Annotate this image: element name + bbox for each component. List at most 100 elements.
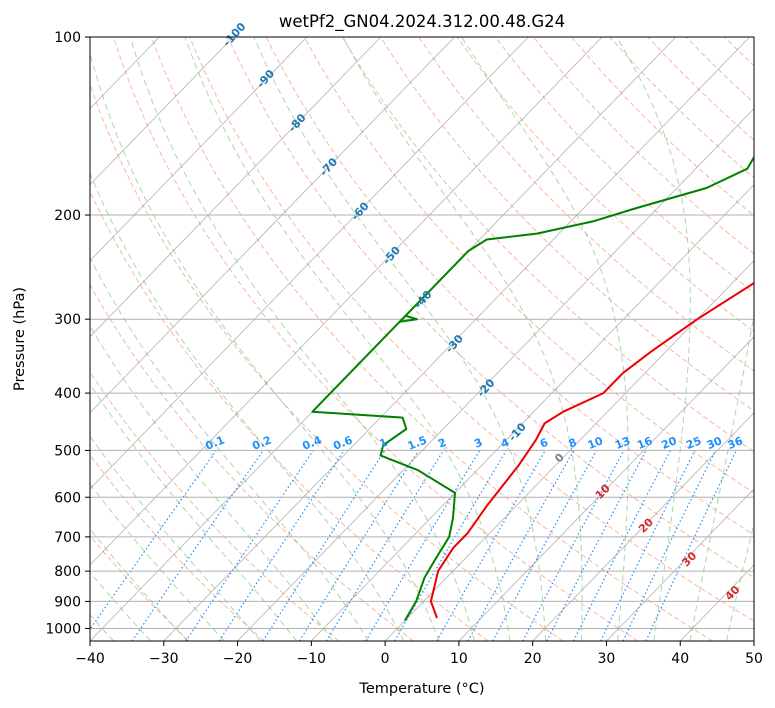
moist-adiabat	[726, 522, 754, 641]
isotherm	[90, 37, 308, 262]
x-tick-label: −10	[297, 651, 327, 667]
x-tick-label: 40	[671, 651, 689, 667]
plot-background	[90, 37, 754, 641]
dry-adiabat	[303, 37, 754, 494]
mixing-ratio-line	[467, 450, 575, 641]
dry-adiabat	[151, 37, 713, 641]
moist-adiabat	[689, 311, 754, 641]
isotherm	[606, 488, 754, 641]
y-tick-label: 600	[54, 490, 81, 506]
mixing-ratio-label: 1	[378, 436, 390, 451]
x-tick-label: −30	[149, 651, 179, 667]
temperature-profile-line	[429, 281, 754, 619]
moist-adiabat	[90, 256, 369, 641]
mixing-ratio-label: 20	[660, 434, 679, 452]
dry-adiabat	[189, 37, 754, 622]
isotherm	[90, 37, 529, 490]
mixing-ratio-label: 30	[705, 434, 724, 452]
mixing-ratio-line	[600, 450, 696, 641]
isotherm	[163, 37, 750, 641]
dry-adiabat	[647, 37, 754, 141]
isotherm	[90, 37, 455, 414]
y-tick-label: 1000	[45, 621, 81, 637]
plot-frame	[89, 36, 755, 642]
mixing-ratio-line	[394, 450, 507, 641]
mixing-ratio-label: 36	[726, 434, 745, 452]
y-tick-label: 500	[54, 443, 81, 459]
y-tick-label: 900	[54, 594, 81, 610]
x-tick-label: 20	[524, 651, 542, 667]
mixing-ratio-line	[365, 450, 481, 641]
isotherm	[532, 412, 754, 641]
dewpoint-profile-line	[311, 155, 754, 622]
dry-adiabat	[90, 454, 265, 641]
y-tick-label: 700	[54, 530, 81, 546]
x-tick-label: −20	[223, 651, 253, 667]
mixing-ratio-line	[622, 450, 717, 641]
mixing-ratio-label: 10	[586, 434, 605, 452]
dry-adiabat	[265, 37, 754, 536]
dry-adiabat	[227, 37, 754, 579]
moist-adiabat	[253, 37, 547, 641]
chart-title: wetPf2_GN04.2024.312.00.48.G24	[279, 12, 565, 32]
mixing-ratio-label: 3	[472, 436, 484, 451]
dry-adiabat	[571, 37, 754, 217]
moist-adiabat	[461, 37, 629, 641]
grid-lines	[0, 37, 775, 641]
x-tick-label: 30	[598, 651, 616, 667]
y-tick-label: 400	[54, 386, 81, 402]
mixing-ratio-label: 25	[684, 434, 703, 452]
dry-adiabat	[456, 37, 754, 333]
dry-adiabat	[90, 535, 190, 641]
isotherm	[90, 37, 603, 566]
x-tick-label: −40	[75, 651, 105, 667]
mixing-ratio-line	[492, 450, 598, 641]
isotherm	[90, 37, 382, 338]
x-tick-label: 0	[381, 651, 390, 667]
mixing-ratio-line	[90, 450, 217, 631]
moist-adiabat	[90, 171, 405, 641]
dry-adiabat	[494, 37, 754, 294]
isotherm	[753, 640, 754, 641]
moist-adiabat	[90, 324, 333, 641]
dry-adiabat	[90, 283, 414, 641]
y-tick-label: 800	[54, 564, 81, 580]
axis-ticks: −40 −30 −20 −10 0 10 20 30 40 50 100 200 300 400 500 60…	[45, 30, 763, 667]
isotherm	[90, 37, 234, 186]
data-curves	[311, 155, 754, 622]
dry-adiabat	[763, 37, 775, 641]
mixing-ratio-line	[131, 450, 264, 641]
x-axis-label: Temperature (°C)	[358, 681, 484, 697]
mixing-ratio-line	[325, 450, 445, 641]
y-axis-label: Pressure (hPa)	[12, 287, 28, 391]
isotherm	[0, 37, 12, 641]
dry-adiabat	[112, 37, 639, 641]
x-tick-label: 10	[450, 651, 468, 667]
mixing-ratio-line	[436, 450, 546, 641]
mixing-ratio-line	[299, 450, 420, 641]
moist-adiabat	[90, 435, 261, 641]
isotherm	[458, 336, 754, 641]
moist-adiabat	[90, 51, 440, 641]
x-tick-label: 50	[745, 651, 763, 667]
moist-adiabat	[90, 483, 225, 641]
y-tick-label: 100	[54, 30, 81, 46]
isotherm	[237, 108, 754, 641]
mixing-ratio-label: 16	[635, 434, 654, 452]
moist-adiabat	[90, 383, 298, 641]
mixing-ratio-label: 13	[613, 434, 632, 452]
moist-adiabat	[184, 37, 511, 641]
y-tick-label: 300	[54, 312, 81, 328]
mixing-ratio-line	[645, 450, 738, 641]
moist-adiabat	[129, 37, 475, 641]
isotherm	[384, 260, 754, 641]
dry-adiabat	[90, 83, 564, 641]
isotherm	[311, 184, 754, 641]
y-tick-label: 200	[54, 208, 81, 224]
mixing-ratio-line	[262, 450, 386, 641]
mixing-ratio-label: 8	[567, 436, 579, 451]
moist-adiabat	[342, 37, 583, 641]
mixing-ratio-label: 2	[436, 436, 448, 451]
dry-adiabat	[90, 190, 489, 641]
